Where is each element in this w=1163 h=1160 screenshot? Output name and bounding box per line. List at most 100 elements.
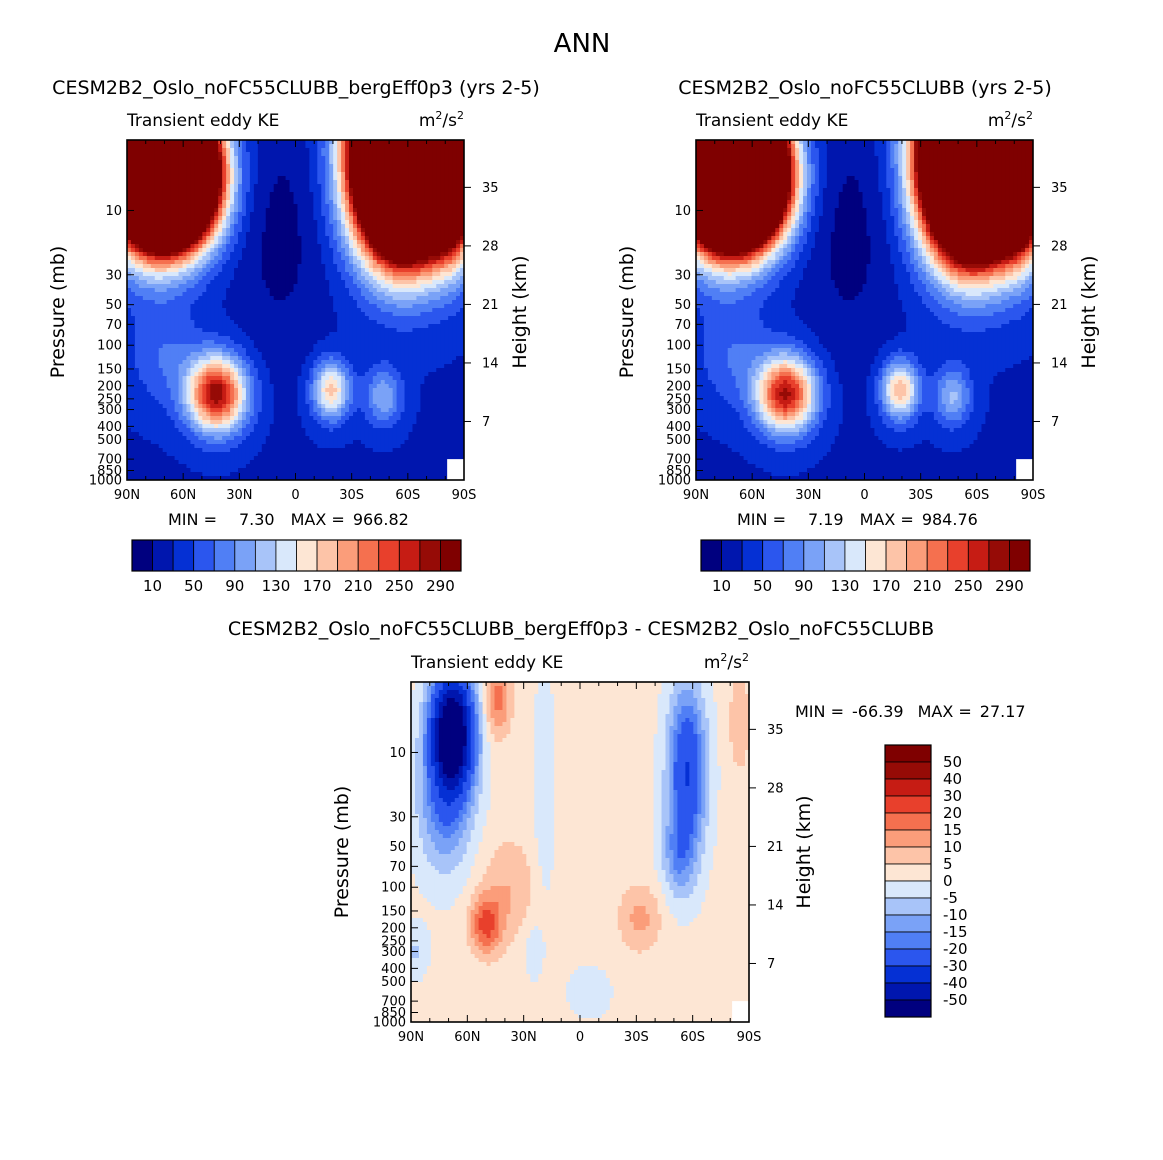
contour-cell — [349, 184, 354, 189]
contour-cell — [416, 192, 421, 197]
contour-cell — [182, 188, 188, 193]
contour-cell — [202, 324, 207, 329]
contour-cell — [337, 184, 342, 189]
contour-cell — [293, 356, 299, 361]
contour-cell — [301, 164, 307, 169]
contour-cell — [309, 172, 314, 177]
contour-cell — [404, 304, 410, 309]
contour-cell — [337, 240, 342, 245]
contour-cell — [142, 368, 148, 373]
contour-cell — [352, 248, 358, 253]
contour-cell — [245, 332, 251, 337]
contour-cell — [190, 196, 195, 201]
contour-cell — [305, 184, 310, 189]
contour-cell — [178, 180, 184, 185]
contour-cell — [341, 192, 346, 197]
contour-cell — [460, 284, 464, 289]
contour-cell — [158, 296, 164, 301]
contour-cell — [432, 220, 437, 225]
contour-cell — [297, 184, 303, 189]
contour-cell — [134, 372, 140, 377]
contour-cell — [257, 252, 263, 257]
contour-cell — [285, 264, 291, 269]
contour-cell — [150, 316, 156, 321]
contour-cell — [396, 308, 402, 313]
contour-cell — [356, 176, 362, 181]
contour-cell — [218, 188, 223, 193]
contour-cell — [241, 340, 247, 345]
contour-cell — [305, 232, 310, 237]
contour-cell — [341, 248, 346, 253]
contour-cell — [146, 292, 152, 297]
contour-cell — [182, 152, 188, 157]
contour-cell — [222, 240, 227, 245]
contour-cell — [281, 216, 287, 221]
contour-cell — [138, 144, 144, 149]
contour-cell — [186, 140, 192, 145]
contour-cell — [368, 188, 374, 193]
contour-cell — [289, 308, 295, 313]
contour-cell — [341, 156, 346, 161]
contour-cell — [230, 176, 235, 181]
contour-cell — [249, 212, 255, 217]
contour-cell — [349, 228, 354, 233]
contour-cell — [388, 336, 394, 341]
contour-cell — [392, 148, 398, 153]
contour-cell — [210, 196, 215, 201]
contour-cell — [158, 192, 164, 197]
contour-cell — [424, 148, 429, 153]
contour-cell — [444, 164, 449, 169]
contour-cell — [285, 188, 291, 193]
contour-cell — [142, 256, 148, 261]
contour-cell — [186, 148, 192, 153]
contour-cell — [186, 268, 192, 273]
contour-cell — [420, 240, 425, 245]
contour-cell — [277, 204, 283, 209]
contour-cell — [436, 204, 441, 209]
contour-cell — [364, 284, 370, 289]
contour-cell — [146, 188, 152, 193]
contour-cell — [130, 168, 136, 173]
contour-cell — [238, 216, 243, 221]
contour-cell — [182, 300, 188, 305]
contour-cell — [349, 240, 354, 245]
contour-cell — [460, 348, 464, 353]
contour-cell — [210, 228, 215, 233]
contour-cell — [293, 216, 299, 221]
contour-cell — [162, 280, 168, 285]
contour-cell — [392, 280, 398, 285]
contour-cell — [356, 356, 362, 361]
contour-cell — [452, 204, 457, 209]
contour-cell — [408, 328, 414, 333]
contour-cell — [214, 176, 219, 181]
contour-cell — [317, 152, 322, 157]
contour-cell — [396, 168, 402, 173]
contour-cell — [337, 296, 342, 301]
contour-cell — [281, 368, 287, 373]
contour-cell — [412, 172, 418, 177]
contour-cell — [178, 192, 184, 197]
contour-cell — [321, 224, 326, 229]
contour-cell — [293, 148, 299, 153]
contour-cell — [404, 300, 410, 305]
contour-cell — [305, 248, 310, 253]
contour-cell — [305, 344, 310, 349]
contour-cell — [333, 352, 338, 357]
contour-cell — [317, 360, 322, 365]
contour-cell — [186, 204, 192, 209]
contour-cell — [432, 360, 437, 365]
contour-cell — [293, 284, 299, 289]
contour-cell — [448, 236, 453, 241]
contour-cell — [162, 304, 168, 309]
contour-cell — [281, 320, 287, 325]
contour-cell — [424, 208, 429, 213]
contour-cell — [293, 268, 299, 273]
contour-cell — [162, 200, 168, 205]
contour-cell — [337, 188, 342, 193]
contour-cell — [428, 356, 433, 361]
contour-cell — [158, 156, 164, 161]
contour-cell — [384, 316, 390, 321]
contour-cell — [241, 196, 247, 201]
contour-cell — [356, 320, 362, 325]
contour-cell — [285, 224, 291, 229]
